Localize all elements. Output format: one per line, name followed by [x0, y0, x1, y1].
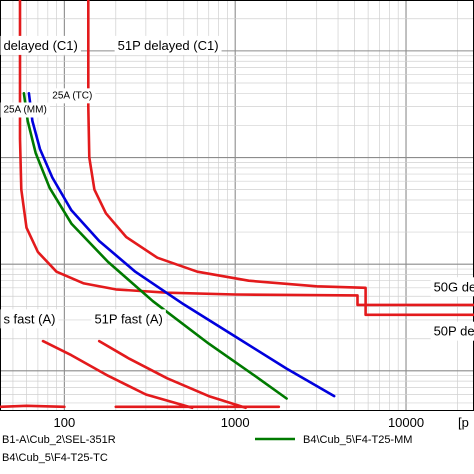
annotation-background: [91, 309, 166, 329]
annotation: s fast (A): [0, 309, 59, 329]
legend-entry: B4\Cub_5\F4-T25-TC: [2, 452, 108, 464]
x-unit-label: [p: [458, 415, 469, 430]
annotation: delayed (C1): [0, 35, 81, 55]
grid: [0, 0, 474, 411]
annotation-background: [0, 35, 81, 55]
annotation-text: 50P del: [434, 324, 474, 339]
annotation: 51P fast (A): [91, 309, 166, 329]
annotation-background: [49, 88, 96, 104]
annotation-text: 25A (MM): [3, 104, 46, 115]
series-curve-6: [97, 339, 247, 410]
annotation-background: [114, 35, 222, 55]
annotation: 50P del: [430, 321, 474, 341]
x-tick-labels: 100 1000 10000 [p: [54, 415, 469, 430]
annotation-background: [430, 277, 474, 297]
plot-frame: [0, 0, 474, 411]
series-curve-5: [41, 339, 194, 410]
legend-label: B4\Cub_5\F4-T25-MM: [303, 434, 412, 446]
legend-label: B1-A\Cub_2\SEL-351R: [2, 434, 116, 446]
annotation-text: s fast (A): [3, 311, 55, 326]
annotation-text: 25A (TC): [52, 90, 92, 101]
annotation-text: 50G del: [434, 279, 474, 294]
series-curve-4: [22, 92, 288, 400]
annotations: delayed (C1) 51P delayed (C1) 25A (TC) 25A …: [0, 35, 474, 341]
series-curve-1: [18, 0, 474, 307]
x-tick-label: 1000: [221, 415, 250, 430]
annotation-background: [0, 102, 50, 118]
series-curve-2: [87, 0, 474, 317]
x-tick-label: 100: [54, 415, 76, 430]
legend-entry: B1-A\Cub_2\SEL-351R: [2, 434, 116, 446]
series-curve-3: [27, 92, 336, 398]
annotation: 25A (TC): [49, 88, 96, 104]
annotation-text: 51P fast (A): [94, 311, 162, 326]
annotation-background: [0, 309, 59, 329]
annotation-text: delayed (C1): [3, 38, 77, 53]
annotation: 51P delayed (C1): [114, 35, 222, 55]
annotation: 50G del: [430, 277, 474, 297]
legend-entry: B4\Cub_5\F4-T25-MM: [255, 434, 412, 446]
legend-label: B4\Cub_5\F4-T25-TC: [2, 452, 108, 464]
annotation-text: 51P delayed (C1): [118, 38, 219, 53]
annotation: 25A (MM): [0, 102, 50, 118]
annotation-background: [430, 321, 474, 341]
series-group: [0, 0, 474, 410]
series-curve-7: [0, 404, 66, 409]
legend: B1-A\Cub_2\SEL-351R B4\Cub_5\F4-T25-MM B4\…: [2, 434, 412, 464]
x-tick-label: 10000: [388, 415, 424, 430]
